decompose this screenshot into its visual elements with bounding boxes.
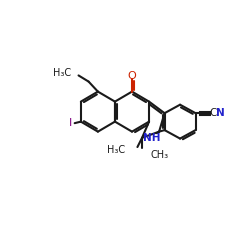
Text: NH: NH (142, 133, 160, 143)
Text: H₃C: H₃C (107, 145, 125, 155)
Text: CH₃: CH₃ (150, 150, 169, 160)
Text: C: C (210, 108, 217, 118)
Text: N: N (216, 108, 224, 118)
Text: I: I (68, 118, 72, 128)
Text: H₃C: H₃C (53, 68, 71, 78)
Text: O: O (128, 71, 136, 81)
